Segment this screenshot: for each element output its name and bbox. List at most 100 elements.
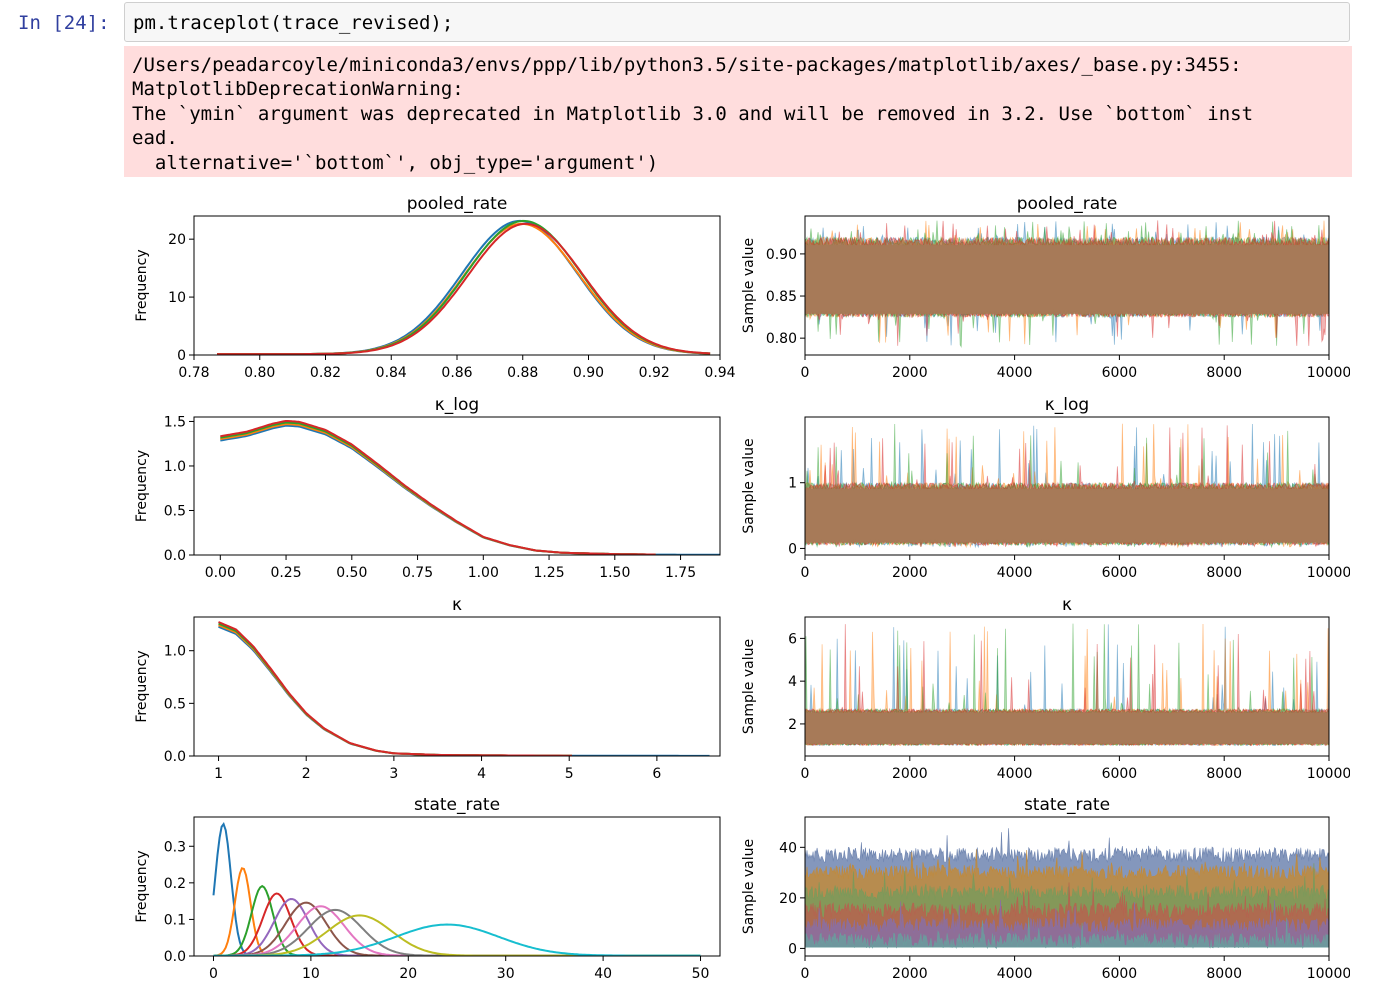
x-tick-label: 0.82 xyxy=(310,365,341,381)
x-tick-label: 0.90 xyxy=(573,365,604,381)
x-tick-label: 6000 xyxy=(1102,365,1138,381)
plot-area xyxy=(805,220,1329,348)
x-tick-label: 0.92 xyxy=(639,365,670,381)
y-tick-label: 0 xyxy=(788,541,797,557)
x-tick-label: 0.50 xyxy=(336,565,367,581)
x-tick-label: 50 xyxy=(692,966,710,982)
x-tick-label: 1.75 xyxy=(665,565,696,581)
code-input-cell[interactable]: pm.traceplot(trace_revised); xyxy=(124,2,1350,42)
y-tick-label: 4 xyxy=(788,674,797,690)
x-tick-label: 0.80 xyxy=(244,365,275,381)
x-tick-label: 1 xyxy=(214,766,223,782)
plot-area xyxy=(805,423,1329,549)
y-tick-label: 20 xyxy=(779,891,797,907)
trace-band xyxy=(805,899,1329,948)
warning-line: The `ymin` argument was deprecated in Ma… xyxy=(132,103,1254,125)
x-tick-label: 10000 xyxy=(1307,565,1350,581)
axes-frame xyxy=(193,616,721,757)
x-tick-label: 6000 xyxy=(1102,966,1138,982)
subplot-title: κ xyxy=(1062,595,1072,615)
x-tick-label: 2000 xyxy=(892,766,928,782)
subplot-title: state_rate xyxy=(414,795,500,815)
subplot-7: state_rate 0 2000 4000 6000 8000 10000 0 20 40 Sam… xyxy=(741,795,1350,982)
y-tick-label: 0.90 xyxy=(766,247,797,263)
x-tick-label: 5 xyxy=(565,766,574,782)
trace-band xyxy=(805,917,1329,950)
plot-area xyxy=(212,821,701,956)
x-tick-label: 4 xyxy=(477,766,486,782)
x-tick-label: 4000 xyxy=(997,766,1033,782)
x-tick-label: 20 xyxy=(399,966,417,982)
y-tick-label: 0 xyxy=(177,348,186,364)
y-tick-label: 1.5 xyxy=(164,414,186,430)
subplot-title: pooled_rate xyxy=(1017,194,1118,214)
x-tick-label: 6000 xyxy=(1102,766,1138,782)
y-axis-label: Sample value xyxy=(741,238,757,333)
y-axis-label: Sample value xyxy=(741,639,757,734)
code-text[interactable]: pm.traceplot(trace_revised); xyxy=(133,12,454,34)
x-tick-label: 8000 xyxy=(1206,766,1242,782)
x-tick-label: 10000 xyxy=(1307,966,1350,982)
y-tick-label: 1 xyxy=(788,476,797,492)
x-tick-label: 4000 xyxy=(997,565,1033,581)
y-tick-label: 0 xyxy=(788,941,797,957)
density-line xyxy=(220,423,656,555)
density-line xyxy=(220,424,720,555)
y-tick-label: 0.1 xyxy=(164,912,186,928)
trace-core xyxy=(805,245,1329,314)
x-tick-label: 8000 xyxy=(1206,565,1242,581)
x-tick-label: 0.94 xyxy=(704,365,735,381)
subplot-title: κ xyxy=(452,595,462,615)
y-tick-label: 0.85 xyxy=(766,289,797,305)
warning-line: MatplotlibDeprecationWarning: xyxy=(132,78,464,100)
axes-frame xyxy=(193,816,721,957)
density-line xyxy=(213,908,701,956)
y-axis-label: Frequency xyxy=(134,650,150,722)
x-tick-label: 10000 xyxy=(1307,766,1350,782)
density-line xyxy=(218,621,572,756)
subplot-6: state_rate 0 10 20 30 40 50 0.0 0.1 0.2 0.3 Frequen… xyxy=(134,795,721,982)
subplot-title: κ_log xyxy=(435,395,479,415)
x-tick-label: 2000 xyxy=(892,365,928,381)
axes-frame xyxy=(804,416,1330,556)
axes-frame xyxy=(804,816,1330,957)
subplot-title: state_rate xyxy=(1024,795,1110,815)
axes-frame xyxy=(193,416,721,556)
y-tick-label: 40 xyxy=(779,840,797,856)
density-line xyxy=(213,867,701,956)
traceplot-figure: pooled_rate 0.78 0.80 0.82 0.84 0.86 0.88 0.90 0… xyxy=(134,194,1350,982)
density-line xyxy=(218,624,572,756)
plot-area xyxy=(218,621,710,756)
subplot-title: pooled_rate xyxy=(407,194,508,214)
y-tick-label: 20 xyxy=(168,232,186,248)
x-tick-label: 4000 xyxy=(997,365,1033,381)
density-line xyxy=(220,421,656,555)
x-tick-label: 6000 xyxy=(1102,565,1138,581)
y-tick-label: 2 xyxy=(788,717,797,733)
y-axis-label: Frequency xyxy=(134,450,150,522)
plot-area xyxy=(805,623,1329,747)
plot-area xyxy=(220,420,720,555)
x-tick-label: 0 xyxy=(801,565,810,581)
y-tick-label: 1.0 xyxy=(164,644,186,660)
density-line xyxy=(220,420,656,555)
x-tick-label: 0.00 xyxy=(205,565,236,581)
x-tick-label: 3 xyxy=(389,766,398,782)
y-tick-label: 0.5 xyxy=(164,503,186,519)
subplot-1: pooled_rate 0 2000 4000 6000 8000 10000 0.80 0.8… xyxy=(741,194,1350,381)
plot-area xyxy=(805,828,1329,950)
y-tick-label: 0.80 xyxy=(766,331,797,347)
trace-core xyxy=(805,488,1329,543)
subplot-5: κ 0 2000 4000 6000 8000 10000 2 4 6 Sample value xyxy=(741,595,1350,782)
x-tick-label: 2000 xyxy=(892,565,928,581)
x-tick-label: 1.00 xyxy=(468,565,499,581)
y-tick-label: 0.5 xyxy=(164,696,186,712)
warning-output: /Users/peadarcoyle/miniconda3/envs/ppp/l… xyxy=(124,46,1352,177)
warning-line: /Users/peadarcoyle/miniconda3/envs/ppp/l… xyxy=(132,54,1242,76)
trace-core xyxy=(805,712,1329,744)
subplot-4: κ 1 2 3 4 5 6 0.0 0.5 1.0 Frequency xyxy=(134,595,721,782)
x-tick-label: 2000 xyxy=(892,966,928,982)
y-axis-label: Frequency xyxy=(134,850,150,922)
y-tick-label: 0.0 xyxy=(164,749,186,765)
x-tick-label: 0.86 xyxy=(441,365,472,381)
